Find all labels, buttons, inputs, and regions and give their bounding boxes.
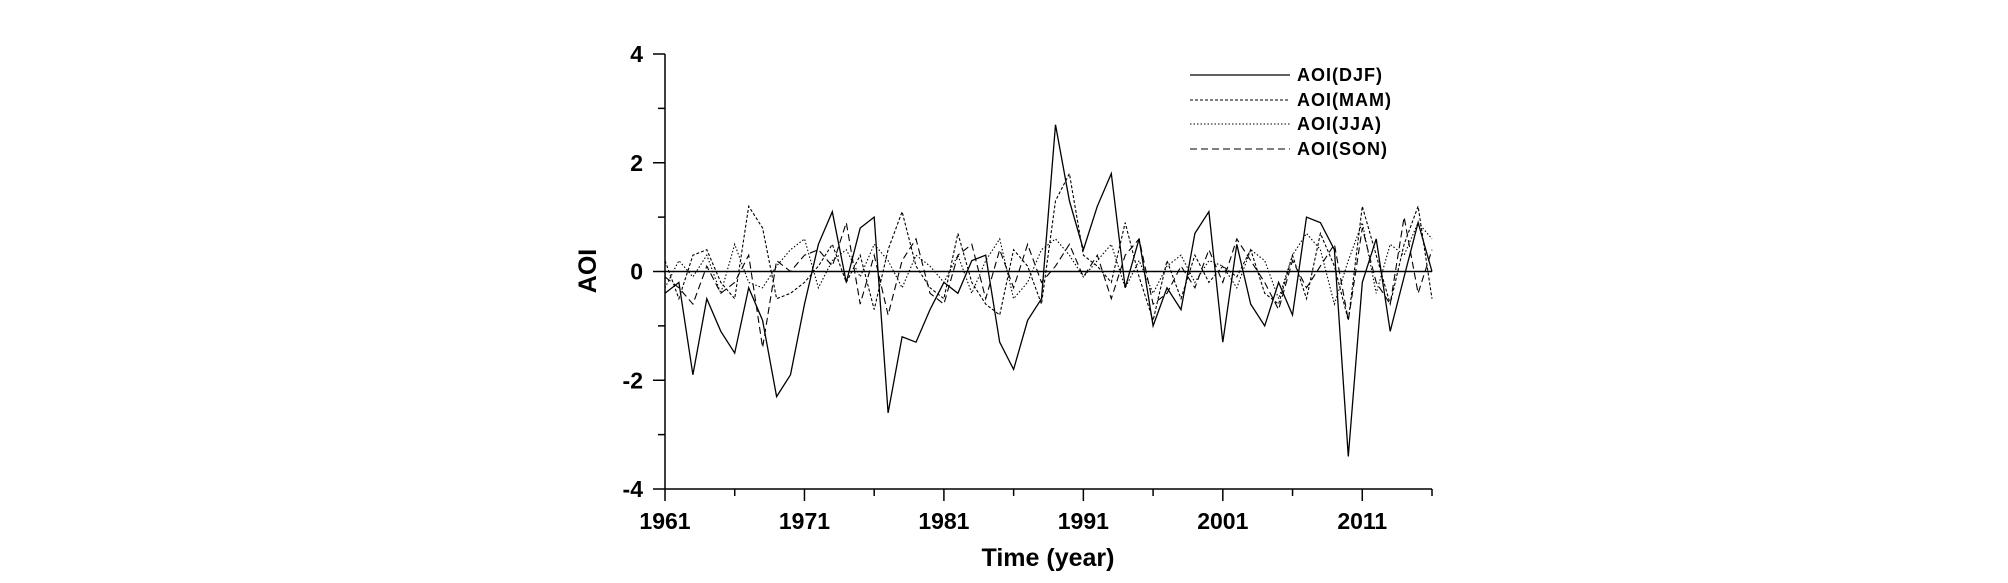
x-tick-label: 1971 [779,508,830,534]
series-line-djf [664,124,1433,457]
x-axis-title: Time (year) [982,544,1115,572]
x-tick-label: 1991 [1058,508,1109,534]
legend-label-mam: AOI(MAM) [1297,90,1392,110]
legend-label-djf: AOI(DJF) [1297,65,1383,85]
y-tick-label: -2 [623,367,643,393]
tick-labels: -4 -2 0 2 4 1961 1971 1981 1991 2001 2011 [623,41,1388,534]
series-line-jja [664,220,1433,307]
y-tick-label: -4 [623,476,644,502]
series-line-son [664,217,1433,348]
y-tick-label: 2 [630,150,643,176]
x-tick-label: 1981 [918,508,969,534]
plot-lines [664,124,1433,457]
legend-label-jja: AOI(JJA) [1297,114,1382,134]
x-tick-label: 2001 [1197,508,1248,534]
x-tick-label: 2011 [1337,508,1387,534]
y-axis-title: AOI [574,249,602,293]
y-tick-label: 0 [630,259,643,285]
y-tick-label: 4 [630,41,643,67]
legend: AOI(DJF) AOI(MAM) AOI(JJA) AOI(SON) [1190,65,1392,159]
x-tick-label: 1961 [639,508,690,534]
series-line-mam [664,171,1433,323]
ticks [653,53,1433,501]
legend-label-son: AOI(SON) [1297,139,1388,159]
